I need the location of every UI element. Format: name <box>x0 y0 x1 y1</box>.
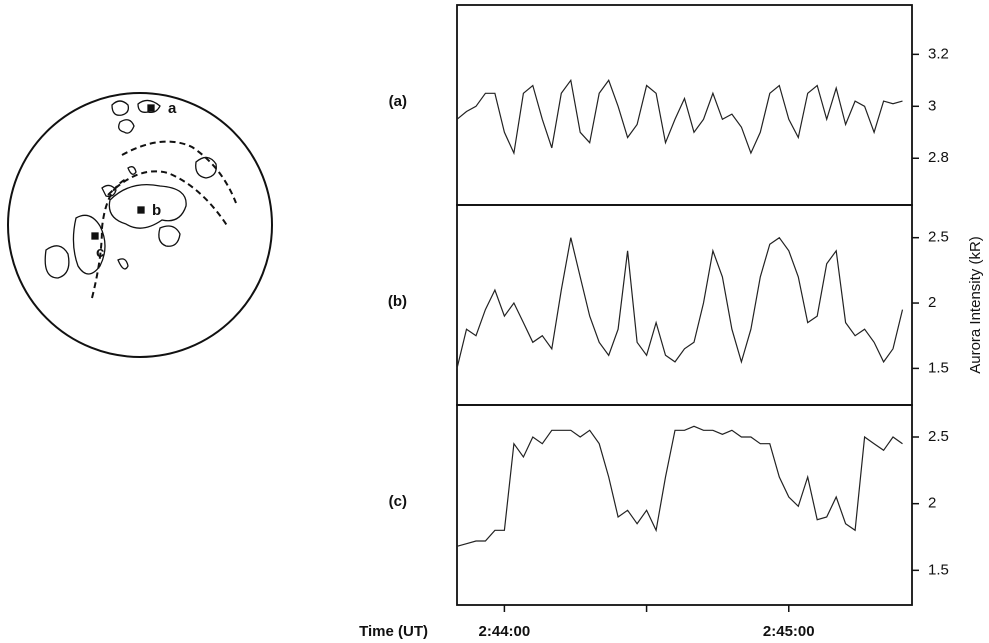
station-label: c <box>96 244 104 261</box>
station-marker <box>137 206 145 214</box>
panel-label: (c) <box>389 493 407 510</box>
intensity-line <box>456 425 903 547</box>
y-tick-label: 1.5 <box>928 561 949 578</box>
boundary-curve <box>91 177 129 299</box>
y-tick-label: 2.8 <box>928 149 949 166</box>
aurora-patch <box>158 225 181 247</box>
sky-map <box>7 92 273 358</box>
y-tick-label: 3 <box>928 97 936 114</box>
station-label: a <box>168 100 177 117</box>
aurora-patch <box>108 183 187 229</box>
aurora-patch <box>117 258 129 270</box>
x-axis-label: Time (UT) <box>359 623 428 640</box>
aurora-patch <box>72 214 106 275</box>
intensity-line <box>456 236 904 369</box>
aurora-patch <box>101 184 117 198</box>
boundary-curve <box>107 170 229 228</box>
sky-circle <box>7 92 273 358</box>
x-tick-label: 2:44:00 <box>479 623 531 640</box>
station-label: b <box>152 202 161 219</box>
aurora-patch <box>137 99 161 114</box>
intensity-line <box>456 78 903 156</box>
y-tick-label: 2 <box>928 294 936 311</box>
panel-label: (a) <box>389 93 407 110</box>
aurora-patch <box>127 166 137 175</box>
aurora-patch <box>44 245 70 279</box>
y-tick-label: 2.5 <box>928 229 949 246</box>
y-tick-label: 2 <box>928 495 936 512</box>
y-tick-label: 1.5 <box>928 359 949 376</box>
station-marker <box>147 104 155 112</box>
aurora-patch <box>118 119 135 134</box>
aurora-patch <box>111 100 130 116</box>
y-tick-label: 3.2 <box>928 45 949 62</box>
panel-frame <box>456 4 913 206</box>
aurora-patch <box>195 156 217 179</box>
x-tick-label: 2:45:00 <box>763 623 815 640</box>
boundary-curve <box>121 140 237 204</box>
y-tick-label: 2.5 <box>928 428 949 445</box>
panel-label: (b) <box>388 293 407 310</box>
panel-frame <box>456 404 913 606</box>
station-marker <box>91 232 99 240</box>
y-axis-label: Aurora Intensity (kR) <box>967 236 984 374</box>
